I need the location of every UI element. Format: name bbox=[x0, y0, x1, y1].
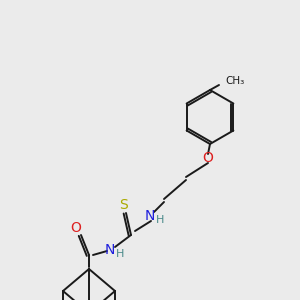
Text: S: S bbox=[120, 198, 128, 212]
Text: N: N bbox=[105, 243, 115, 257]
Text: H: H bbox=[156, 215, 164, 225]
Text: O: O bbox=[70, 221, 81, 235]
Text: CH₃: CH₃ bbox=[225, 76, 244, 86]
Text: N: N bbox=[145, 209, 155, 223]
Text: O: O bbox=[202, 151, 213, 165]
Text: H: H bbox=[116, 249, 124, 259]
